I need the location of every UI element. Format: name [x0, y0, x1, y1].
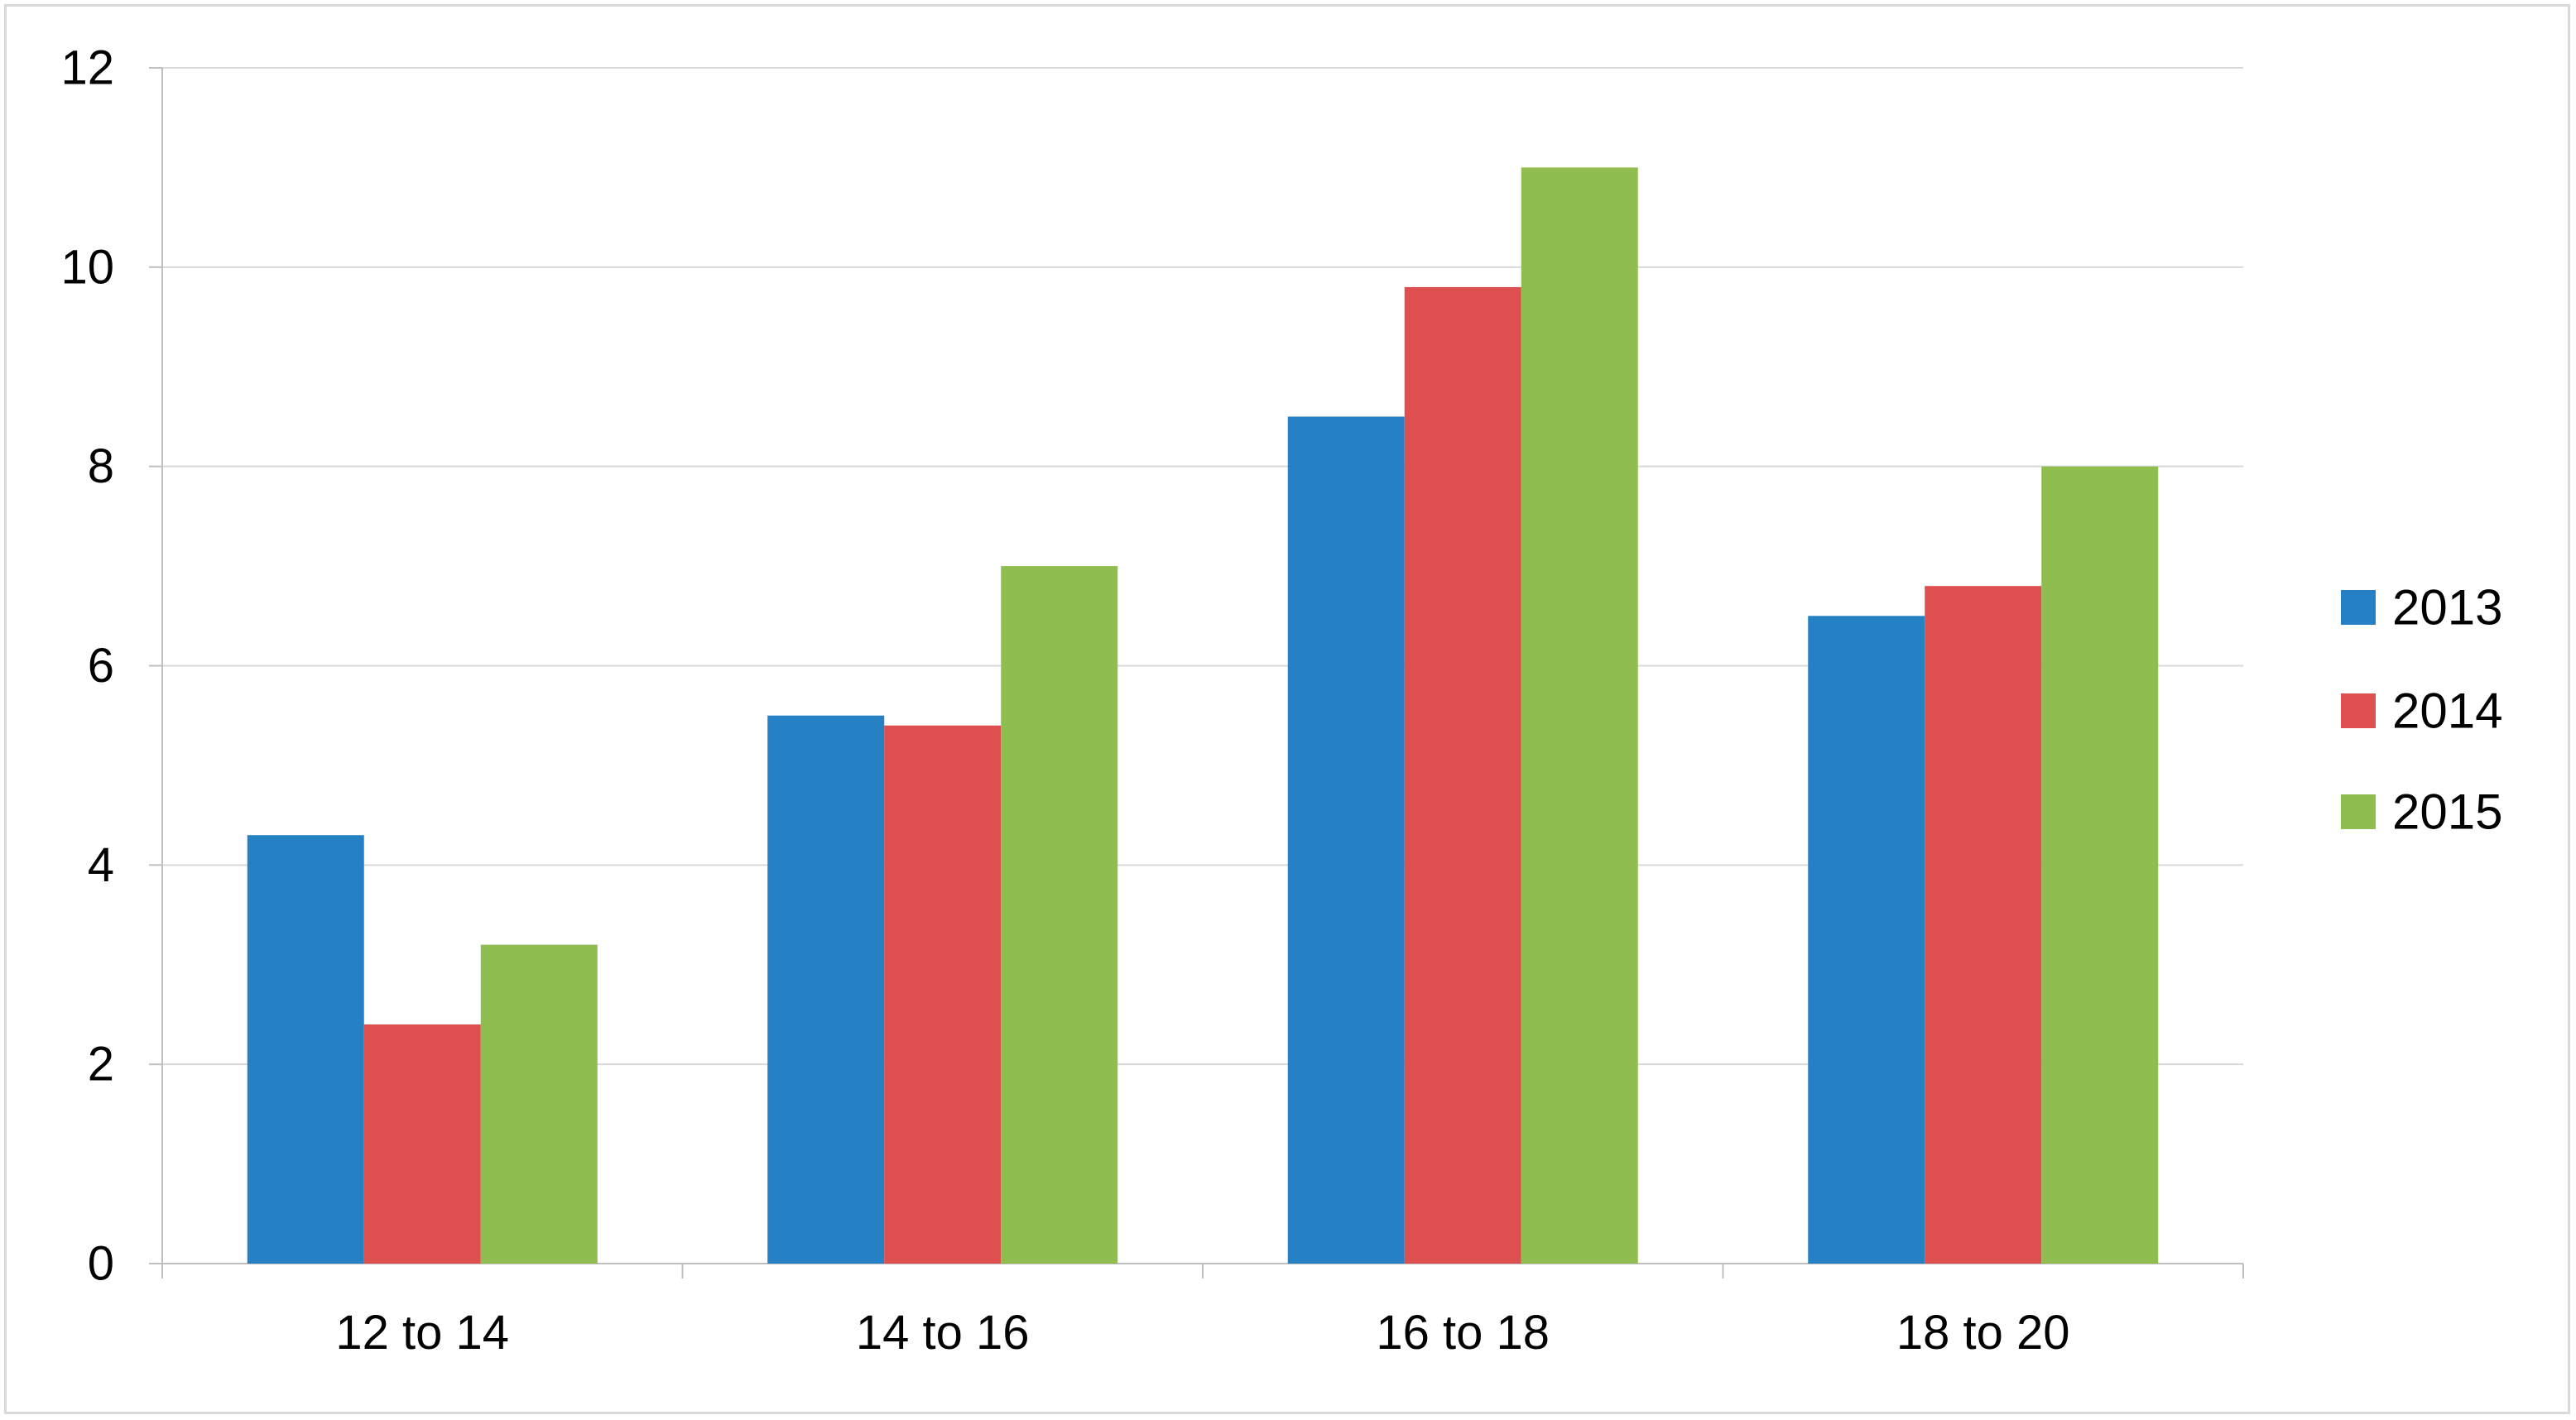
- y-axis-tick-labels: 0 2 4 6 8 10 12: [60, 41, 114, 1291]
- y-tick-label: 8: [88, 439, 114, 493]
- x-tick-label: 12 to 14: [335, 1306, 509, 1360]
- x-tick-label: 18 to 20: [1896, 1306, 2070, 1360]
- legend-label-2014: 2014: [2392, 684, 2502, 739]
- legend-label-2013: 2013: [2392, 580, 2502, 636]
- y-tick-label: 12: [60, 41, 114, 95]
- legend-swatch-2014: [2341, 693, 2376, 728]
- bar-2015-0: [480, 944, 598, 1264]
- x-tick-label: 16 to 18: [1376, 1306, 1550, 1360]
- y-tick-label: 10: [60, 240, 114, 294]
- bar-2014-3: [1925, 586, 2042, 1264]
- bar-2013-2: [1287, 416, 1405, 1264]
- legend: 2013 2014 2015: [2341, 580, 2502, 840]
- bar-2015-1: [1001, 566, 1118, 1264]
- bar-2014-2: [1404, 286, 1521, 1264]
- bar-2014-1: [884, 725, 1002, 1264]
- y-tick-label: 6: [88, 639, 114, 693]
- bar-2015-2: [1521, 167, 1638, 1264]
- bar-2013-1: [767, 715, 885, 1264]
- bar-2014-0: [363, 1024, 481, 1264]
- legend-swatch-2015: [2341, 794, 2376, 829]
- bar-2015-3: [2041, 466, 2159, 1264]
- y-tick-label: 2: [88, 1038, 114, 1091]
- legend-label-2015: 2015: [2392, 784, 2502, 840]
- bars: [247, 167, 2159, 1264]
- y-tick-label: 0: [88, 1237, 114, 1291]
- y-tick-label: 4: [88, 838, 114, 892]
- bar-2013-0: [247, 835, 364, 1264]
- x-tick-label: 14 to 16: [856, 1306, 1030, 1360]
- x-axis-tick-labels: 12 to 14 14 to 16 16 to 18 18 to 20: [335, 1306, 2069, 1360]
- legend-swatch-2013: [2341, 590, 2376, 625]
- bar-2013-3: [1808, 616, 1925, 1264]
